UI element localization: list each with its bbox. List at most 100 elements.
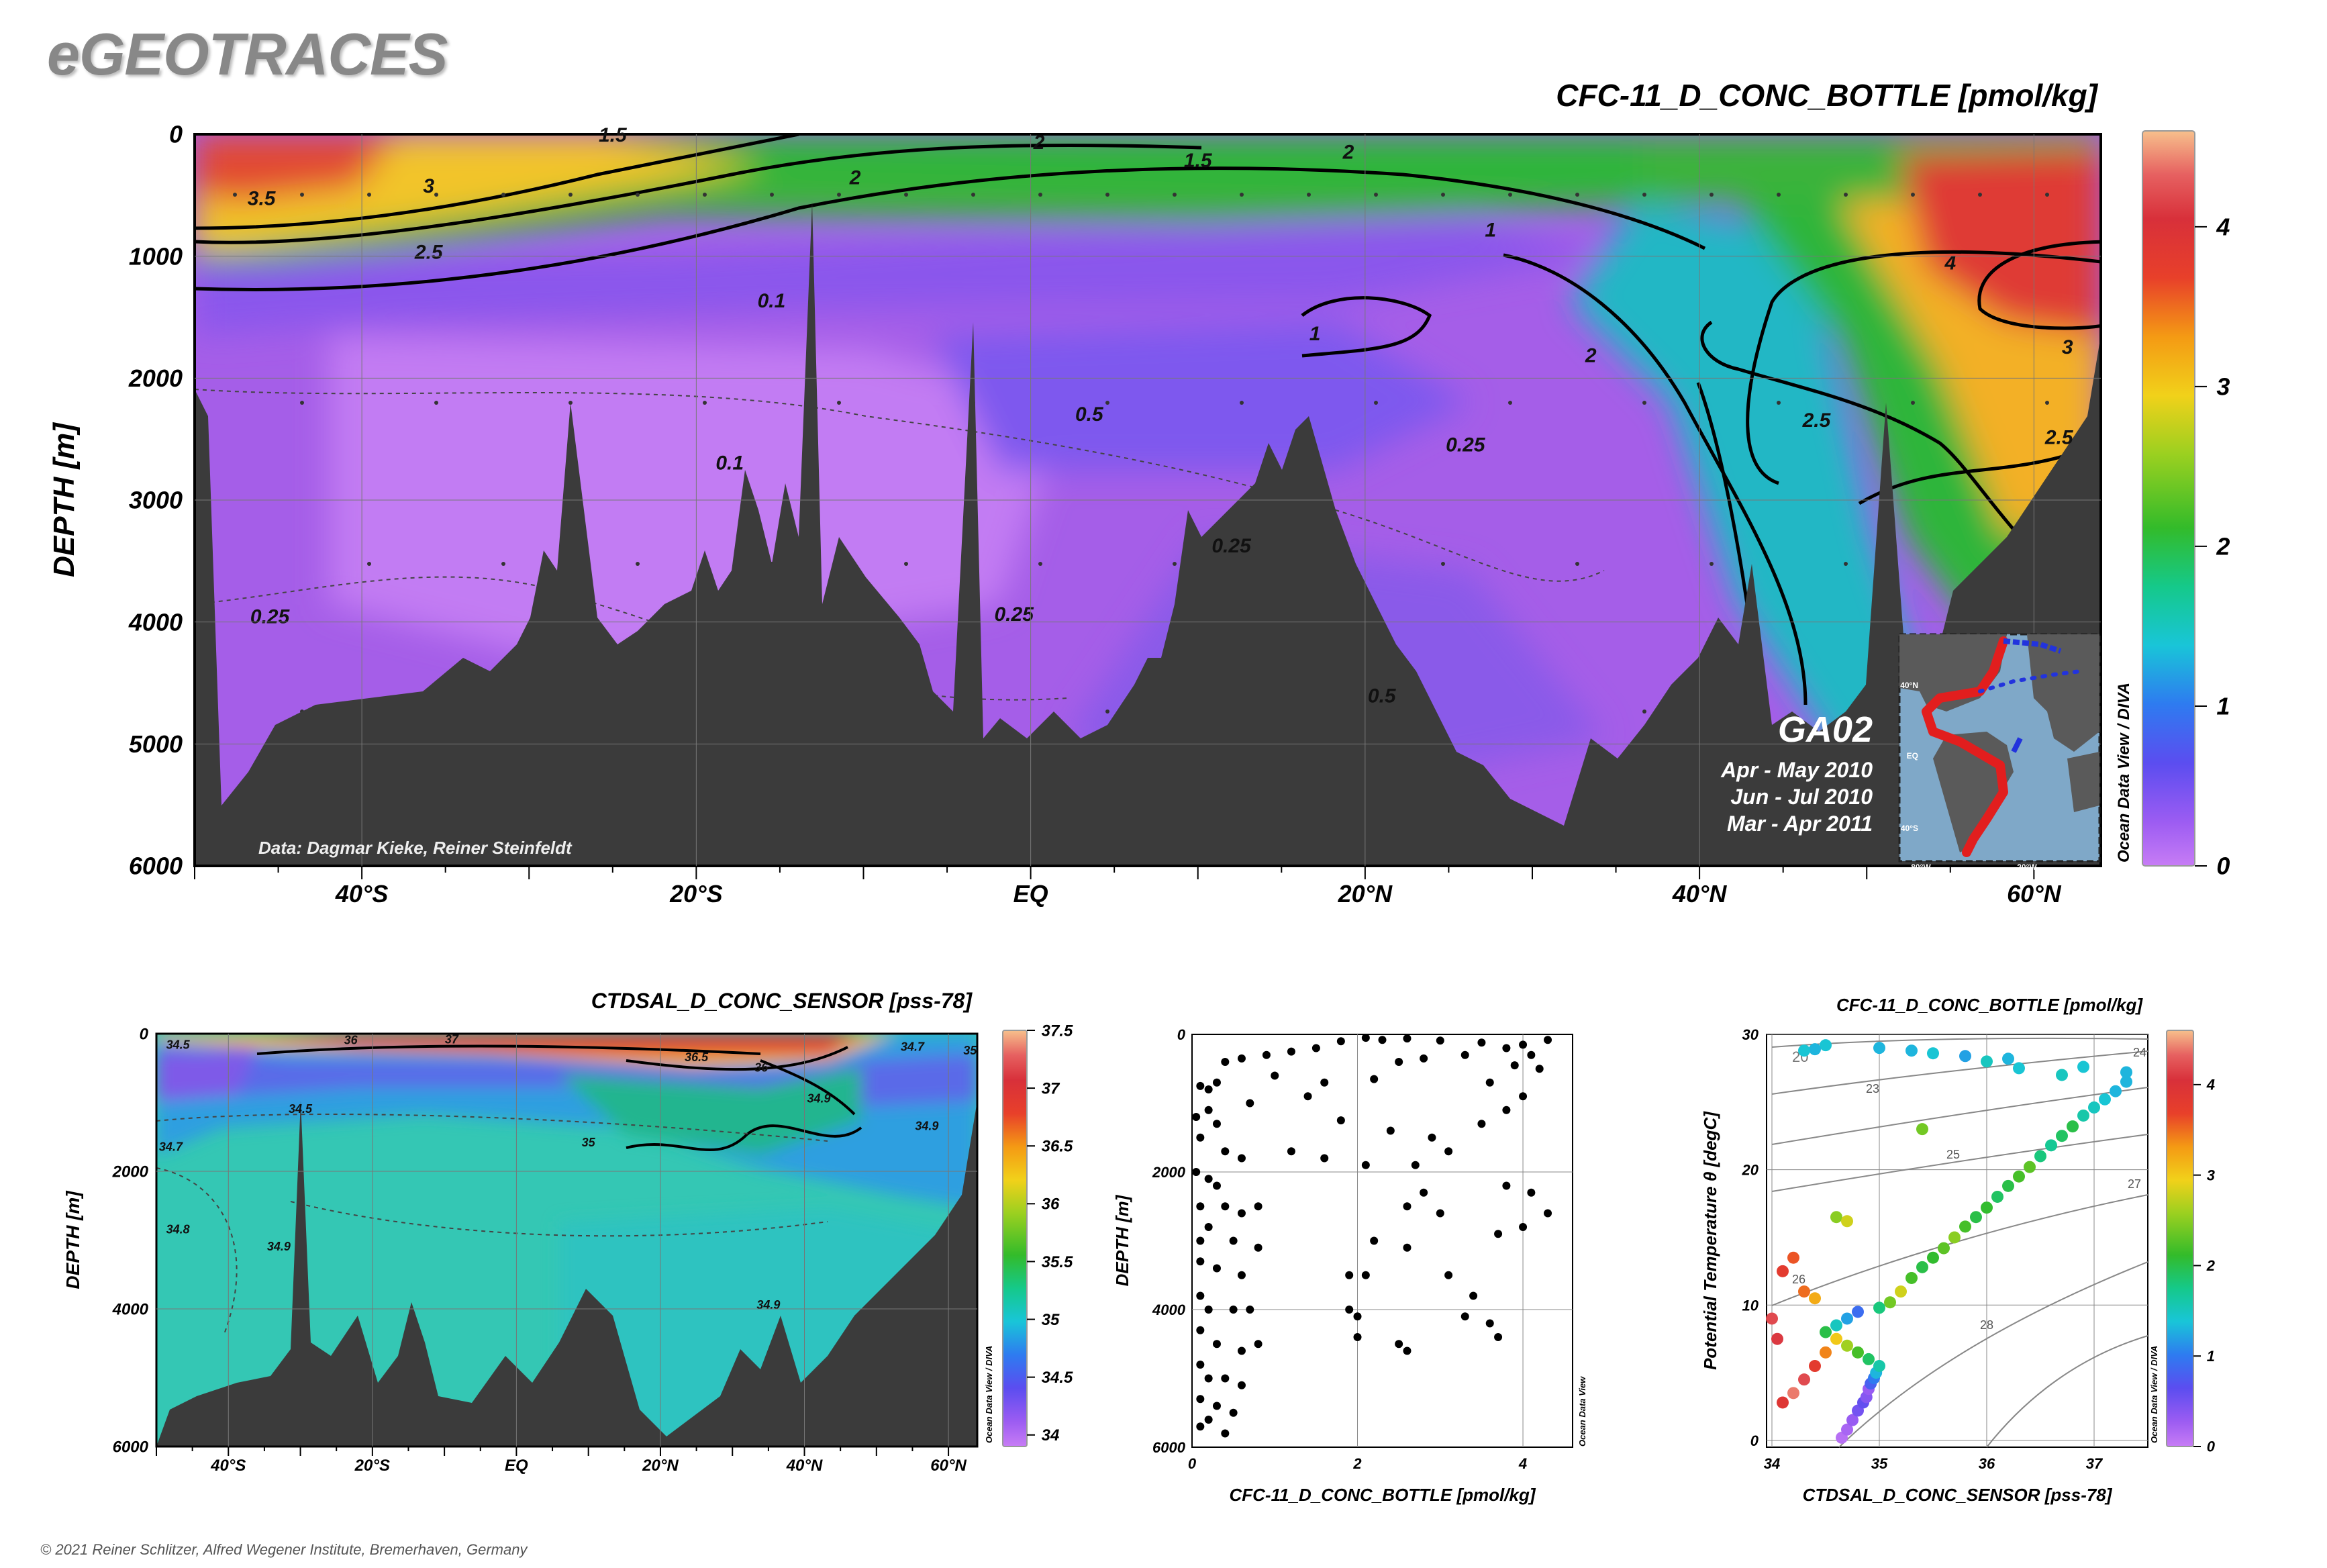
profile-point — [1403, 1034, 1412, 1043]
ts-point — [1809, 1292, 1821, 1305]
ts-point — [2013, 1062, 2025, 1075]
isoline-label: 23 — [1866, 1082, 1879, 1095]
ts-point — [1981, 1202, 1993, 1214]
profile-point — [1345, 1271, 1354, 1279]
grid — [1192, 1034, 1573, 1447]
ts-point — [1846, 1414, 1859, 1426]
ts-point — [1809, 1043, 1821, 1056]
ts-point — [1873, 1042, 1885, 1055]
profile-point — [1246, 1099, 1254, 1108]
profile-point — [1221, 1202, 1230, 1211]
profile-point — [1353, 1333, 1362, 1341]
profile-point — [1237, 1271, 1246, 1279]
contour-label: 36.5 — [685, 1050, 709, 1064]
profile-point — [1246, 1306, 1254, 1314]
profile-point — [1212, 1340, 1221, 1349]
colorbar — [2166, 1030, 2194, 1447]
profile-point — [1196, 1081, 1205, 1090]
x-tick-label: 34 — [1764, 1455, 1780, 1472]
contour-label: 37 — [445, 1032, 459, 1046]
cruise-period-2: Jun - Jul 2010 — [1730, 785, 1873, 809]
ts-point — [1927, 1047, 1939, 1060]
ts-point — [1841, 1215, 1853, 1228]
ts-point — [1873, 1360, 1885, 1373]
profile-point — [1519, 1040, 1528, 1049]
isoline-label: 24 — [2133, 1046, 2146, 1059]
colorbar — [2142, 130, 2195, 867]
contour-label: 1 — [1485, 219, 1496, 242]
ts-point — [2120, 1066, 2132, 1079]
contour-label: 0.25 — [1211, 535, 1252, 557]
profile-point — [1544, 1209, 1552, 1218]
profile-point — [1485, 1319, 1494, 1328]
contour-label: 0.5 — [1368, 685, 1397, 707]
profile-point — [1196, 1422, 1205, 1431]
profile-point — [1353, 1312, 1362, 1321]
y-tick-label: 0 — [1750, 1432, 1759, 1449]
ts-point — [1798, 1044, 1810, 1057]
profile-point — [1204, 1374, 1213, 1383]
profile-point — [1519, 1092, 1528, 1101]
colorbar-tick-label: 2 — [2206, 1257, 2216, 1274]
ts-point — [1884, 1296, 1896, 1309]
contour-label: 1.5 — [1184, 150, 1213, 172]
profile-point — [1436, 1209, 1444, 1218]
profile-point — [1196, 1236, 1205, 1245]
y-tick-label: 0 — [169, 121, 183, 148]
y-tick-label: 4000 — [128, 608, 183, 636]
y-tick-label: 5000 — [129, 730, 183, 758]
ts-point — [2099, 1093, 2111, 1106]
ts-point — [1820, 1346, 1832, 1359]
colorbar-tick-label: 3 — [2216, 373, 2230, 400]
contour-label: 2.5 — [2044, 426, 2074, 448]
ts-point — [1863, 1353, 1875, 1365]
profile-point — [1221, 1147, 1230, 1156]
contour-label: 34.9 — [267, 1240, 291, 1253]
profile-point — [1221, 1374, 1230, 1383]
ts-point — [1777, 1265, 1789, 1277]
profile-point — [1212, 1120, 1221, 1128]
colorbar-ticks: 0 1 2 3 4 — [2193, 1077, 2216, 1455]
ts-point — [1905, 1271, 1918, 1284]
colorbar-tick-label: 35.5 — [1042, 1253, 1073, 1271]
profile-point — [1527, 1188, 1536, 1197]
profile-point — [1271, 1071, 1279, 1080]
profile-point — [1444, 1147, 1453, 1156]
profile-point — [1196, 1361, 1205, 1369]
ts-point — [1798, 1373, 1810, 1386]
ts-point — [1905, 1044, 1918, 1057]
ts-point — [2002, 1052, 2014, 1065]
profile-point — [1336, 1116, 1345, 1125]
inset-lat-40s: 40°S — [1901, 824, 1918, 833]
ts-diagram-chart: CFC-11_D_CONC_BOTTLE [pmol/kg] 20 23 24 … — [1700, 995, 2216, 1505]
y-tick-label: 2000 — [128, 364, 183, 392]
x-tick-label: EQ — [505, 1457, 528, 1475]
x-axis-label: CTDSAL_D_CONC_SENSOR [pss-78] — [1803, 1485, 2113, 1505]
ts-point — [1830, 1332, 1842, 1345]
profile-point — [1237, 1054, 1246, 1063]
profile-point — [1196, 1291, 1205, 1300]
contour-label: 2 — [1585, 345, 1597, 367]
profile-point — [1212, 1264, 1221, 1273]
profile-point — [1502, 1181, 1511, 1190]
contour-label: 35 — [963, 1044, 977, 1057]
profile-point — [1395, 1340, 1403, 1349]
x-tick-label: 20°N — [642, 1457, 679, 1475]
ts-point — [2067, 1120, 2079, 1133]
profile-point — [1485, 1078, 1494, 1087]
chart-title: CTDSAL_D_CONC_SENSOR [pss-78] — [591, 989, 973, 1013]
ts-points — [1766, 1039, 2132, 1444]
main-section-chart: CFC-11_D_CONC_BOTTLE [pmol/kg] — [48, 78, 2230, 908]
ts-point — [2045, 1139, 2057, 1152]
x-tick-label: 40°N — [786, 1457, 823, 1475]
profile-point — [1460, 1050, 1469, 1059]
ts-point — [1820, 1326, 1832, 1338]
profile-points — [1192, 1034, 1552, 1438]
ts-point — [1895, 1285, 1907, 1298]
inset-lon-20w: 20°W — [2017, 863, 2037, 872]
profile-point — [1196, 1133, 1205, 1142]
ts-point — [1991, 1190, 2003, 1203]
profile-point — [1204, 1416, 1213, 1424]
contour-label: 0.25 — [250, 605, 291, 628]
watermark: Ocean Data View — [1577, 1376, 1587, 1447]
